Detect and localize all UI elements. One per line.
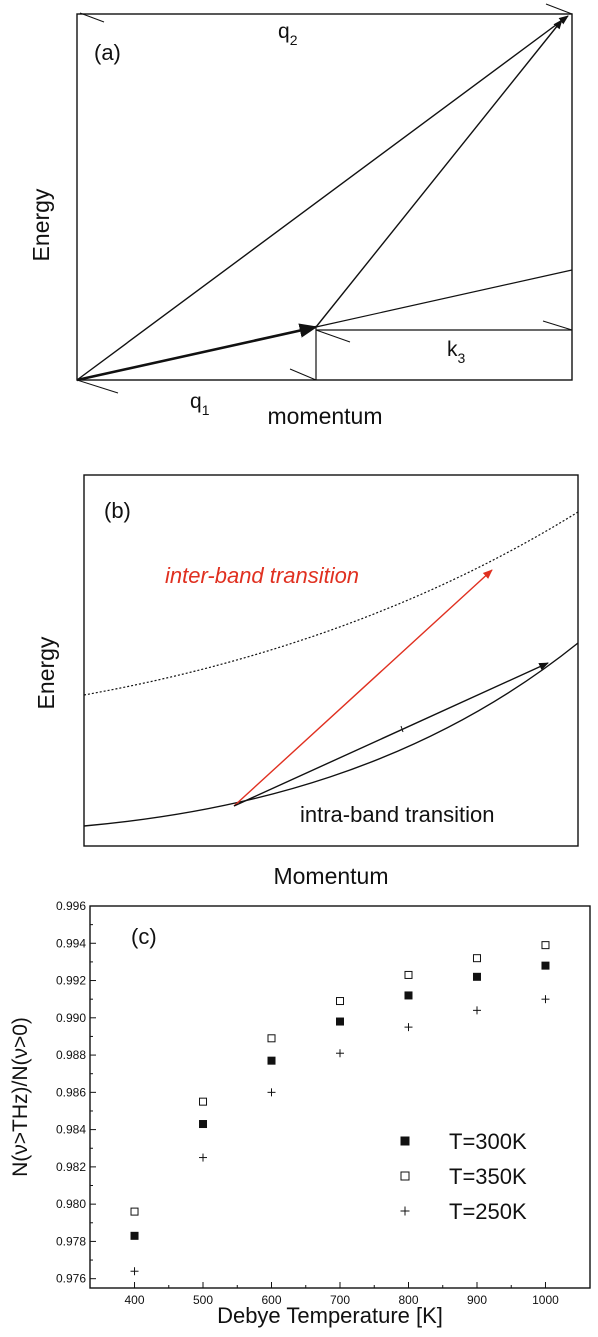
data-point (472, 972, 481, 981)
panel-a-xlabel: momentum (267, 403, 382, 429)
lower-band-curve (83, 642, 579, 827)
y-tick-label: 0.980 (56, 1197, 86, 1211)
data-point (199, 1153, 208, 1162)
data-point (404, 970, 413, 979)
panel-c: (c) 0.9760.9780.9800.9820.9840.9860.9880… (9, 899, 591, 1328)
data-point (404, 991, 413, 1000)
panel-a-tag: (a) (94, 40, 121, 65)
chart-frame (89, 905, 591, 1289)
x-tick-label: 1000 (532, 1293, 559, 1307)
data-point (130, 1267, 139, 1276)
x-tick-label: 700 (330, 1293, 350, 1307)
y-tick-label: 0.978 (56, 1234, 86, 1248)
y-tick-label: 0.996 (56, 899, 86, 913)
k3-arrow (315, 19, 563, 328)
panel-b-tag: (b) (104, 498, 131, 523)
tick-mark (79, 12, 105, 23)
legend-label: T=300K (449, 1129, 527, 1154)
inter-band-arrow (233, 569, 493, 807)
data-points (130, 941, 550, 1276)
data-point (541, 995, 550, 1004)
y-tick-label: 0.988 (56, 1048, 86, 1062)
data-point (199, 1120, 208, 1129)
intra-band-label: intra-band transition (300, 802, 494, 827)
y-tick-label: 0.990 (56, 1011, 86, 1025)
legend-label: T=350K (449, 1164, 527, 1189)
data-point (130, 1207, 139, 1216)
x-tick-label: 900 (467, 1293, 487, 1307)
y-axis-ticks: 0.976 0.978 0.980 0.982 0.984 0.986 0.988 0.990… (56, 899, 96, 1286)
data-point (541, 941, 550, 950)
data-point (130, 1231, 139, 1240)
x-tick-label: 400 (125, 1293, 145, 1307)
k3-label: k3 (447, 338, 466, 366)
y-tick-label: 0.994 (56, 936, 86, 950)
y-tick-label: 0.986 (56, 1085, 86, 1099)
q2-arrow (76, 15, 569, 381)
tick-mark (315, 329, 351, 343)
q1-label: q1 (190, 390, 210, 418)
x-tick-label: 500 (193, 1293, 213, 1307)
band-line-upper (315, 269, 573, 328)
panel-a: (a) q2 q1 k3 momentum Energy (28, 3, 573, 429)
x-axis-label: Debye Temperature [K] (217, 1303, 443, 1328)
y-axis-label: N(ν>THz)/N(ν>0) (9, 1017, 32, 1177)
x-tick-label: 600 (261, 1293, 281, 1307)
intra-band-arrow (233, 662, 549, 807)
y-tick-label: 0.982 (56, 1160, 86, 1174)
panel-b: (b) inter-band transition intra-band tra… (33, 474, 579, 889)
data-point (404, 1023, 413, 1032)
tick-mark (289, 368, 317, 381)
data-point (472, 1006, 481, 1015)
legend-marker (400, 1136, 410, 1146)
data-point (472, 954, 481, 963)
y-tick-label: 0.976 (56, 1272, 86, 1286)
data-point (336, 1049, 344, 1058)
q1-arrow (76, 323, 318, 382)
tick-mark (400, 725, 404, 733)
data-point (267, 1056, 276, 1065)
data-point (541, 961, 550, 970)
panel-a-ylabel: Energy (28, 188, 54, 261)
tick-mark (76, 379, 119, 394)
panel-b-ylabel: Energy (33, 636, 59, 709)
data-point (267, 1034, 276, 1043)
legend-marker (400, 1206, 410, 1216)
q2-label: q2 (278, 20, 298, 48)
upper-band-curve (83, 511, 579, 696)
x-tick-label: 800 (398, 1293, 418, 1307)
data-point (336, 1017, 344, 1026)
legend: T=300K T=350K T=250K (400, 1129, 527, 1224)
panel-a-frame (76, 13, 573, 381)
tick-mark (542, 320, 573, 331)
x-axis-ticks: 400 500 600 700 800 900 1000 (125, 1282, 559, 1307)
panel-b-xlabel: Momentum (273, 863, 388, 889)
legend-label: T=250K (449, 1199, 527, 1224)
data-point (199, 1097, 208, 1106)
data-point (267, 1088, 276, 1097)
y-tick-label: 0.992 (56, 974, 86, 988)
legend-marker (400, 1171, 410, 1181)
y-tick-label: 0.984 (56, 1123, 86, 1137)
inter-band-label: inter-band transition (165, 563, 359, 588)
tick-mark (545, 3, 573, 15)
panel-c-tag: (c) (131, 924, 157, 949)
panel-b-frame (83, 474, 579, 847)
data-point (336, 997, 344, 1006)
